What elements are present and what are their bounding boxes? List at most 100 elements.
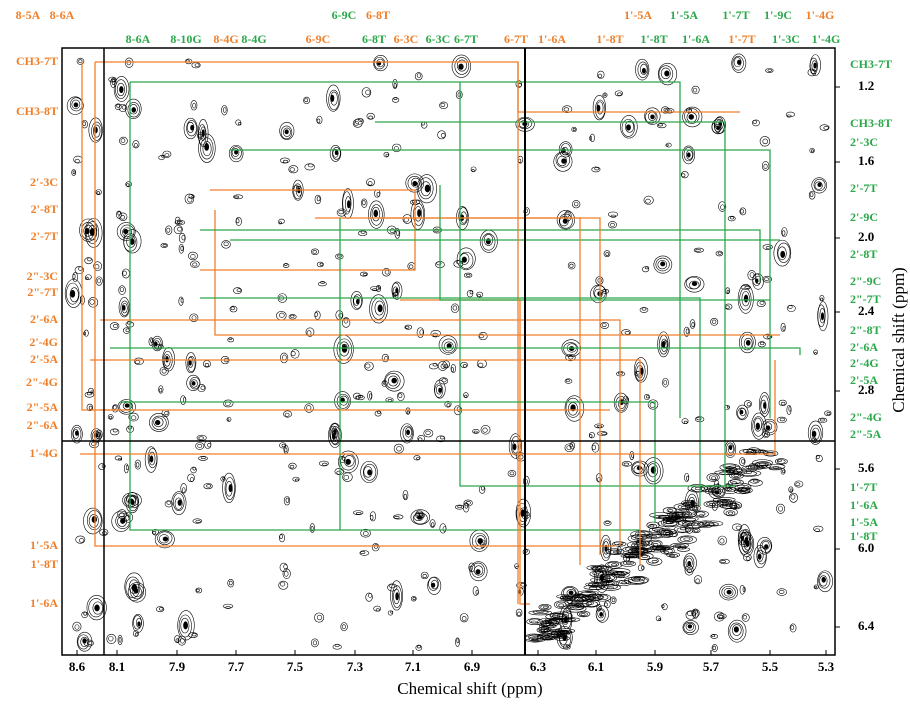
contour bbox=[199, 437, 204, 440]
contour bbox=[403, 490, 408, 500]
contour bbox=[642, 308, 646, 311]
contour bbox=[120, 518, 125, 523]
contour bbox=[229, 484, 232, 491]
contour bbox=[810, 193, 813, 197]
peak-label: 8-4G bbox=[213, 32, 238, 46]
contour bbox=[718, 614, 723, 619]
contour bbox=[760, 136, 770, 146]
x-tick-label: 6.1 bbox=[588, 659, 604, 674]
peak-label: 6-9C bbox=[332, 8, 357, 22]
contour bbox=[96, 277, 102, 286]
contour bbox=[600, 612, 603, 616]
contour bbox=[762, 161, 769, 170]
contour bbox=[135, 633, 138, 636]
peak-label: 2"-7T bbox=[27, 285, 58, 299]
contour bbox=[781, 251, 785, 257]
contour bbox=[662, 604, 667, 610]
y-tick-label: 6.4 bbox=[858, 618, 875, 633]
contour bbox=[285, 130, 289, 134]
contour bbox=[521, 510, 525, 517]
contour bbox=[763, 402, 766, 408]
peak-label: 2'-3C bbox=[30, 175, 58, 189]
contour bbox=[748, 480, 762, 487]
contour bbox=[562, 159, 567, 164]
contour bbox=[424, 429, 433, 437]
contour bbox=[756, 423, 760, 430]
contour bbox=[178, 500, 182, 506]
contour bbox=[290, 168, 295, 172]
contour bbox=[764, 278, 769, 281]
contour bbox=[179, 233, 185, 243]
connection-line bbox=[80, 360, 775, 454]
contour bbox=[311, 639, 318, 647]
contour bbox=[597, 425, 601, 427]
contour bbox=[783, 470, 785, 473]
contour bbox=[417, 209, 420, 216]
contour bbox=[822, 577, 826, 582]
contour bbox=[612, 598, 615, 601]
contour bbox=[322, 463, 327, 465]
peak-label: 2'-4G bbox=[850, 356, 879, 370]
contour bbox=[569, 591, 573, 595]
contour bbox=[198, 384, 206, 391]
peak-label: 1'-4G bbox=[812, 32, 841, 46]
contour bbox=[696, 249, 701, 251]
contour bbox=[165, 154, 169, 157]
contour bbox=[713, 646, 716, 650]
contour bbox=[408, 263, 416, 270]
contour bbox=[727, 590, 732, 594]
contour bbox=[753, 120, 757, 123]
contour bbox=[317, 119, 320, 123]
contour bbox=[396, 593, 399, 600]
peak-label: 2"-4G bbox=[850, 410, 882, 424]
contour bbox=[224, 242, 228, 246]
contour bbox=[721, 560, 726, 562]
peak-label: 2"-4G bbox=[26, 375, 58, 389]
contour bbox=[613, 551, 619, 553]
contour bbox=[132, 107, 136, 112]
x-tick-label: 7.1 bbox=[405, 659, 421, 674]
contour bbox=[601, 322, 609, 328]
contours bbox=[65, 54, 833, 652]
contour bbox=[125, 58, 133, 68]
contour bbox=[291, 315, 295, 317]
contour bbox=[196, 520, 201, 522]
contour bbox=[189, 360, 192, 365]
peak-label: 1'-8T bbox=[850, 529, 877, 543]
x-tick-label: 5.5 bbox=[762, 659, 779, 674]
contour bbox=[814, 63, 817, 68]
peak-label: 2'-9C bbox=[850, 210, 878, 224]
y-axis-title: Chemical shift (ppm) bbox=[889, 267, 908, 412]
contour bbox=[624, 463, 629, 465]
contour bbox=[181, 483, 187, 493]
peak-label: 6-7T bbox=[504, 32, 528, 46]
peak-label: 6-9C bbox=[306, 32, 331, 46]
contour bbox=[362, 201, 365, 205]
connection-line bbox=[120, 402, 655, 523]
contour bbox=[712, 320, 716, 324]
contour bbox=[626, 562, 631, 564]
contour bbox=[481, 425, 490, 434]
contour bbox=[610, 223, 614, 226]
contour bbox=[305, 98, 308, 101]
contour bbox=[89, 406, 92, 409]
contour bbox=[423, 574, 427, 577]
contour bbox=[439, 388, 442, 393]
contour bbox=[623, 561, 633, 565]
peak-label: CH3-7T bbox=[16, 54, 58, 68]
contour bbox=[399, 394, 402, 398]
x-tick-label: 6.9 bbox=[464, 659, 481, 674]
nmr-figure: Chemical shift (ppm) Chemical shift (ppm… bbox=[0, 0, 910, 702]
x-tick-label: 5.3 bbox=[818, 659, 835, 674]
peak-label: 1'-3C bbox=[772, 32, 800, 46]
contour bbox=[462, 257, 467, 263]
contour bbox=[664, 380, 667, 384]
contour bbox=[780, 418, 785, 421]
contour bbox=[77, 58, 84, 64]
peak-label: 1'-8T bbox=[31, 557, 58, 571]
contour bbox=[353, 119, 362, 127]
contour bbox=[608, 221, 616, 228]
contour bbox=[618, 93, 622, 96]
contour bbox=[796, 483, 800, 486]
contour bbox=[167, 228, 170, 232]
